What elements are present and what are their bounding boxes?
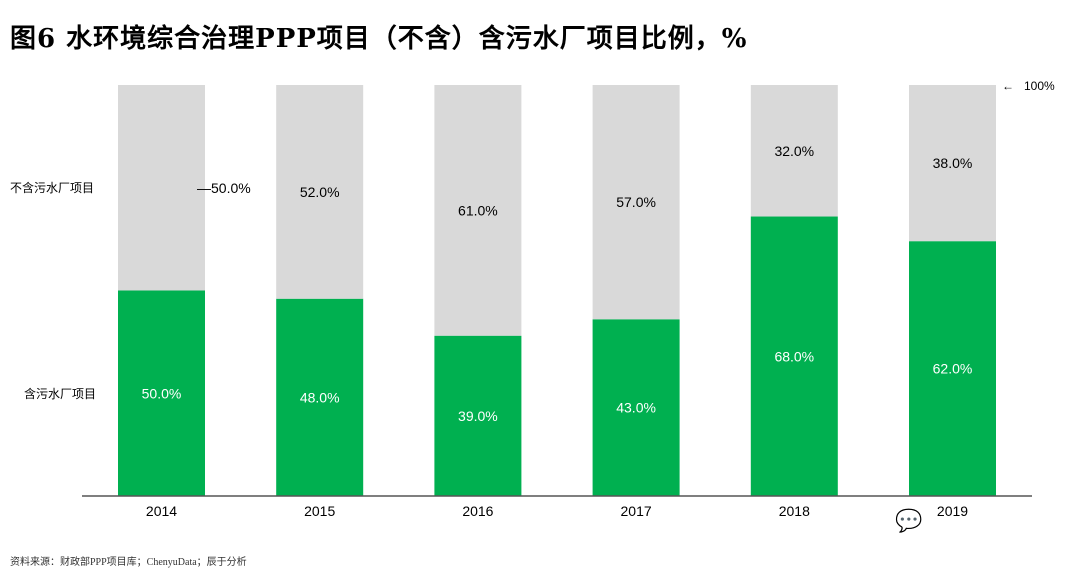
data-label: 61.0% bbox=[458, 202, 498, 218]
legend-with: 含污水厂项目 bbox=[24, 386, 96, 401]
data-label: 43.0% bbox=[616, 400, 656, 416]
x-tick-label: 2015 bbox=[304, 503, 335, 519]
bar-with-2016 bbox=[434, 335, 522, 496]
x-tick-label: 2014 bbox=[146, 503, 177, 519]
data-label: 57.0% bbox=[616, 194, 656, 210]
legend-without: 不含污水厂项目 bbox=[10, 180, 94, 195]
data-label: 62.0% bbox=[933, 361, 973, 377]
total-arrow-icon: ← bbox=[1002, 79, 1014, 93]
annotation-2014: —50.0% bbox=[197, 180, 251, 196]
bar-without-2018 bbox=[750, 85, 838, 217]
bar-with-2019 bbox=[909, 241, 996, 496]
x-tick-label: 2019 bbox=[937, 503, 968, 519]
x-tick-label: 2017 bbox=[621, 503, 652, 519]
total-label: 100% bbox=[1024, 79, 1055, 93]
bar-with-2014 bbox=[118, 290, 205, 496]
bar-without-2016 bbox=[434, 85, 522, 336]
chart-title: 图6 水环境综合治理PPP项目（不含）含污水厂项目比例，% bbox=[10, 24, 748, 54]
data-label: 50.0% bbox=[142, 385, 182, 401]
x-tick-label: 2018 bbox=[779, 503, 810, 519]
bar-with-2017 bbox=[592, 319, 680, 496]
bar-without-2015 bbox=[276, 85, 364, 299]
data-label: 48.0% bbox=[300, 389, 340, 405]
bar-with-2018 bbox=[750, 216, 838, 496]
data-label: 52.0% bbox=[300, 184, 340, 200]
bar-without-2014 bbox=[118, 85, 205, 291]
watermark-logo: 💬 bbox=[895, 509, 923, 534]
source-note: 资料来源：财政部PPP项目库；ChenyuData；辰于分析 bbox=[10, 557, 247, 568]
data-label: 39.0% bbox=[458, 408, 498, 424]
data-label: 38.0% bbox=[933, 155, 973, 171]
data-label: 68.0% bbox=[774, 348, 814, 364]
bar-without-2017 bbox=[592, 85, 680, 320]
data-label: 32.0% bbox=[774, 143, 814, 159]
bar-without-2019 bbox=[909, 85, 996, 242]
bar-with-2015 bbox=[276, 298, 364, 496]
x-tick-label: 2016 bbox=[462, 503, 493, 519]
